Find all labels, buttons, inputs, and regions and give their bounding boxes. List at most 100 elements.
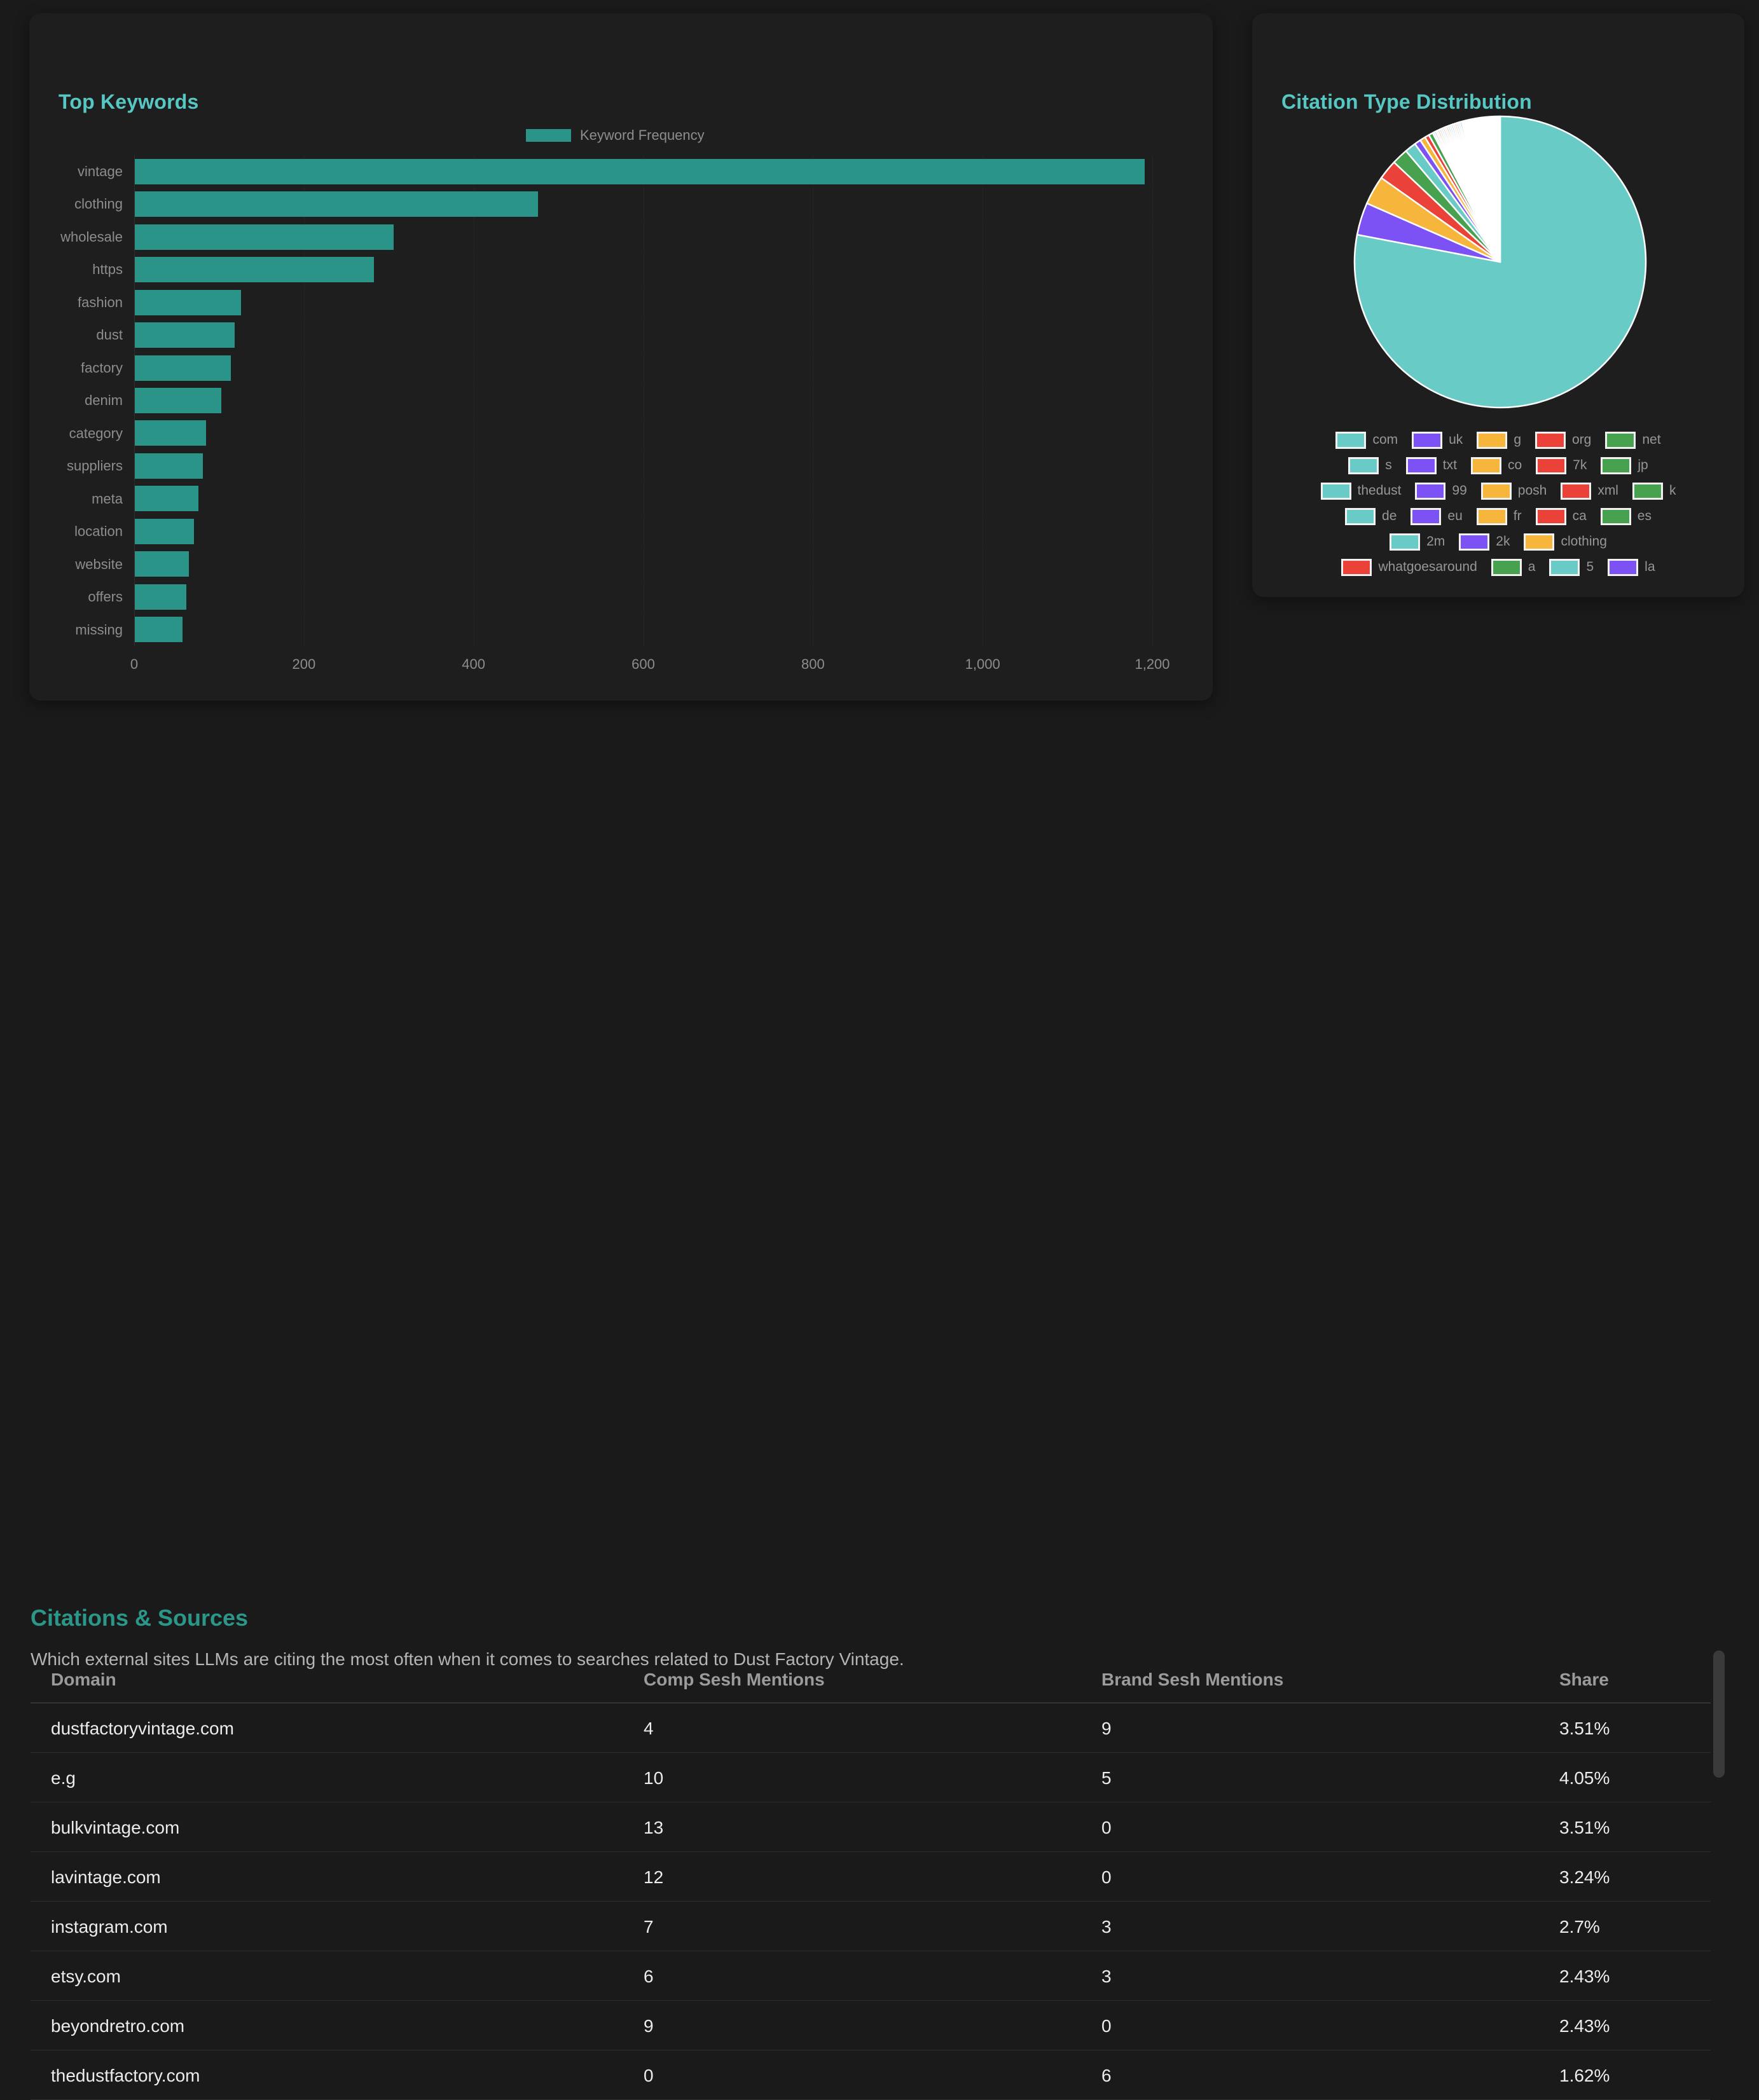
bar-wholesale[interactable] <box>135 224 394 250</box>
pie-legend-item-thedust[interactable]: thedust <box>1320 482 1401 500</box>
cell-value: 3.24% <box>1559 1867 1610 1887</box>
bar-row-factory <box>134 352 1164 385</box>
pie-legend-swatch-s <box>1348 456 1379 474</box>
cell-value: 3 <box>1101 1917 1112 1937</box>
bar-row-location <box>134 515 1164 549</box>
pie-legend-swatch-co <box>1470 456 1501 474</box>
y-label-clothing: clothing <box>74 196 123 212</box>
column-header-domain: Domain <box>51 1670 116 1689</box>
bar-location[interactable] <box>135 518 195 544</box>
pie-legend-item-2k[interactable]: 2k <box>1459 533 1510 551</box>
bar-dust[interactable] <box>135 322 235 348</box>
table-row-dustfactoryvintage-com: dustfactoryvintage.com 4 9 3.51% <box>31 1703 1711 1753</box>
pie-legend-label: es <box>1637 509 1652 523</box>
y-label-meta: meta <box>92 490 123 507</box>
pie-legend-swatch-la <box>1608 558 1639 576</box>
bar-row-fashion <box>134 286 1164 320</box>
pie-legend-item-5[interactable]: 5 <box>1549 558 1594 576</box>
bar-clothing[interactable] <box>135 191 538 217</box>
pie-legend-item-ca[interactable]: ca <box>1535 507 1587 525</box>
pie-legend-swatch-clothing <box>1524 533 1555 551</box>
bar-row-https <box>134 253 1164 287</box>
pie-legend-row-3: thedust 99 posh xml k <box>1314 478 1683 504</box>
bar-category[interactable] <box>135 420 207 446</box>
y-label-location: location <box>74 523 123 540</box>
bar-offers[interactable] <box>135 584 187 610</box>
pie-legend-item-eu[interactable]: eu <box>1411 507 1463 525</box>
table-scrollbar-thumb[interactable] <box>1713 1650 1725 1778</box>
pie-legend-swatch-org <box>1535 431 1566 449</box>
pie-legend-item-es[interactable]: es <box>1600 507 1652 525</box>
pie-legend-item-whatgoesaround[interactable]: whatgoesaround <box>1341 558 1477 576</box>
bar-chart-legend[interactable]: Keyword Frequency <box>526 126 705 145</box>
bar-factory[interactable] <box>135 355 231 381</box>
pie-legend-item-2m[interactable]: 2m <box>1390 533 1445 551</box>
citations-section: Citations & Sources Which external sites… <box>0 768 1759 2100</box>
pie-legend-swatch-eu <box>1411 507 1442 525</box>
cell-value: 9 <box>644 2016 654 2036</box>
pie-legend-label: uk <box>1449 432 1463 447</box>
cell-value: 2.7% <box>1559 1917 1600 1937</box>
pie-legend-label: 5 <box>1586 559 1594 574</box>
pie-legend-label: 99 <box>1452 483 1467 498</box>
dashboard-page: { "keyword_card": { "title": "Top Keywor… <box>0 90 1759 2100</box>
pie-legend-label: txt <box>1442 458 1457 472</box>
pie-legend-item-xml[interactable]: xml <box>1561 482 1618 500</box>
pie-legend-label: de <box>1382 509 1397 523</box>
pie-legend-item-fr[interactable]: fr <box>1476 507 1522 525</box>
cell-value: 7 <box>644 1917 654 1937</box>
pie-legend-item-jp[interactable]: jp <box>1601 456 1648 474</box>
pie-legend-item-99[interactable]: 99 <box>1415 482 1467 500</box>
pie-legend-item-s[interactable]: s <box>1348 456 1392 474</box>
bar-missing[interactable] <box>135 617 183 643</box>
cell-domain: e.g <box>51 1768 76 1788</box>
pie-legend-item-net[interactable]: net <box>1605 431 1661 449</box>
x-tick-0: 0 <box>130 656 139 672</box>
pie-legend-item-7k[interactable]: 7k <box>1536 456 1587 474</box>
pie-legend-item-txt[interactable]: txt <box>1405 456 1457 474</box>
pie-legend-label: la <box>1645 559 1655 574</box>
pie-slice-other[interactable] <box>1461 115 1501 263</box>
pie-legend-item-la[interactable]: la <box>1608 558 1655 576</box>
bar-row-meta <box>134 483 1164 516</box>
bar-meta[interactable] <box>135 486 199 512</box>
cell-value: 4.05% <box>1559 1768 1610 1788</box>
cell-domain: dustfactoryvintage.com <box>51 1719 234 1738</box>
pie-legend-item-uk[interactable]: uk <box>1412 431 1463 449</box>
pie-legend-label: jp <box>1638 458 1648 472</box>
cell-value: 3.51% <box>1559 1719 1610 1738</box>
pie-legend-item-com[interactable]: com <box>1335 431 1398 449</box>
pie-legend-swatch-2k <box>1459 533 1490 551</box>
pie-legend-item-posh[interactable]: posh <box>1480 482 1547 500</box>
pie-legend-item-a[interactable]: a <box>1491 558 1535 576</box>
pie-legend-item-clothing[interactable]: clothing <box>1524 533 1607 551</box>
bar-row-suppliers <box>134 450 1164 483</box>
cell-value: 10 <box>644 1768 664 1788</box>
bar-fashion[interactable] <box>135 289 241 315</box>
y-label-website: website <box>75 556 123 572</box>
x-tick-800: 800 <box>801 656 825 672</box>
bar-denim[interactable] <box>135 387 222 413</box>
pie-legend-item-co[interactable]: co <box>1470 456 1522 474</box>
pie-legend-row-6: whatgoesaround a 5 la <box>1334 554 1662 580</box>
pie-legend-item-g[interactable]: g <box>1477 431 1521 449</box>
x-tick-600: 600 <box>631 656 655 672</box>
citation-distribution-title: Citation Type Distribution <box>1281 90 1532 113</box>
y-label-vintage: vintage <box>78 163 123 179</box>
pie-legend-item-k[interactable]: k <box>1632 482 1676 500</box>
y-label-offers: offers <box>88 589 123 605</box>
top-keywords-title: Top Keywords <box>59 90 199 113</box>
pie-legend-label: k <box>1669 483 1676 498</box>
cell-value: 13 <box>644 1818 664 1837</box>
pie-legend-label: com <box>1372 432 1398 447</box>
bar-row-vintage <box>134 155 1164 189</box>
pie-legend-item-de[interactable]: de <box>1345 507 1397 525</box>
bar-vintage[interactable] <box>135 158 1145 184</box>
bar-website[interactable] <box>135 551 190 577</box>
bar-https[interactable] <box>135 257 375 283</box>
pie-legend-swatch-posh <box>1480 482 1512 500</box>
bar-suppliers[interactable] <box>135 453 203 479</box>
keyword-bar-chart: 0 200 400 600 800 1,000 1,200 vintage clothing wh… <box>60 155 1170 672</box>
legend-label: Keyword Frequency <box>580 127 705 143</box>
pie-legend-item-org[interactable]: org <box>1535 431 1591 449</box>
